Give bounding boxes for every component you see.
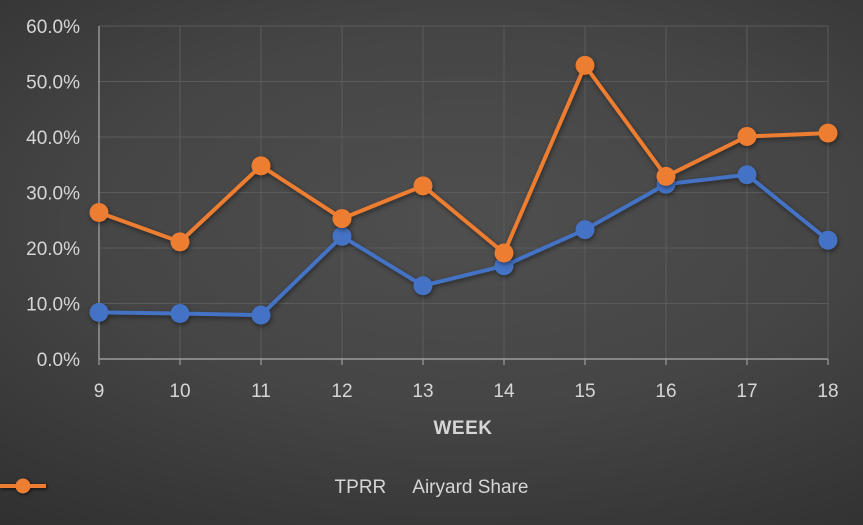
data-point-tprr-17	[737, 165, 757, 185]
data-point-tprr-10	[170, 303, 190, 323]
x-axis-title: WEEK	[433, 418, 493, 439]
x-tick-label: 13	[412, 381, 433, 402]
data-point-airyard-share-10	[170, 232, 190, 252]
y-tick-label: 10.0%	[26, 295, 80, 316]
y-tick-label: 60.0%	[26, 17, 80, 38]
y-tick-label: 40.0%	[26, 128, 80, 149]
x-tick-label: 15	[574, 381, 595, 402]
x-tick-label: 12	[331, 381, 352, 402]
data-point-airyard-share-16	[656, 166, 676, 186]
data-point-airyard-share-17	[737, 126, 757, 146]
y-tick-label: 30.0%	[26, 184, 80, 205]
data-point-airyard-share-9	[89, 202, 109, 222]
legend: TPRR Airyard Share	[0, 477, 863, 499]
legend-marker-airyard-share	[0, 478, 46, 494]
x-tick-label: 17	[736, 381, 757, 402]
data-point-tprr-9	[89, 302, 109, 322]
data-point-tprr-12	[332, 226, 352, 246]
data-point-airyard-share-11	[251, 156, 271, 176]
series-line-airyard-share	[97, 63, 830, 255]
x-tick-label: 18	[817, 381, 838, 402]
x-tick-label: 10	[169, 381, 190, 402]
series-tprr	[89, 165, 838, 325]
data-point-airyard-share-13	[413, 176, 433, 196]
data-point-airyard-share-14	[494, 243, 514, 263]
x-tick-label: 16	[655, 381, 676, 402]
legend-label-airyard-share: Airyard Share	[412, 477, 529, 498]
data-point-airyard-share-12	[332, 209, 352, 229]
y-tick-label: 50.0%	[26, 73, 80, 94]
y-tick-label: 0.0%	[37, 350, 80, 371]
legend-label-tprr: TPRR	[334, 477, 387, 498]
data-point-tprr-15	[575, 220, 595, 240]
x-tick-label: 14	[493, 381, 515, 402]
legend-item-airyard-share: Airyard Share	[0, 477, 529, 499]
data-point-airyard-share-15	[575, 55, 595, 75]
data-point-airyard-share-18	[818, 123, 838, 143]
y-tick-label: 20.0%	[26, 239, 80, 260]
x-tick-label: 9	[94, 381, 105, 402]
data-point-tprr-13	[413, 276, 433, 296]
series-line-tprr	[97, 172, 830, 318]
data-point-tprr-11	[251, 305, 271, 325]
legend-item-tprr: TPRR	[0, 477, 387, 499]
data-point-tprr-18	[818, 230, 838, 250]
x-tick-label: 11	[251, 381, 271, 402]
series-airyard-share	[89, 55, 838, 263]
